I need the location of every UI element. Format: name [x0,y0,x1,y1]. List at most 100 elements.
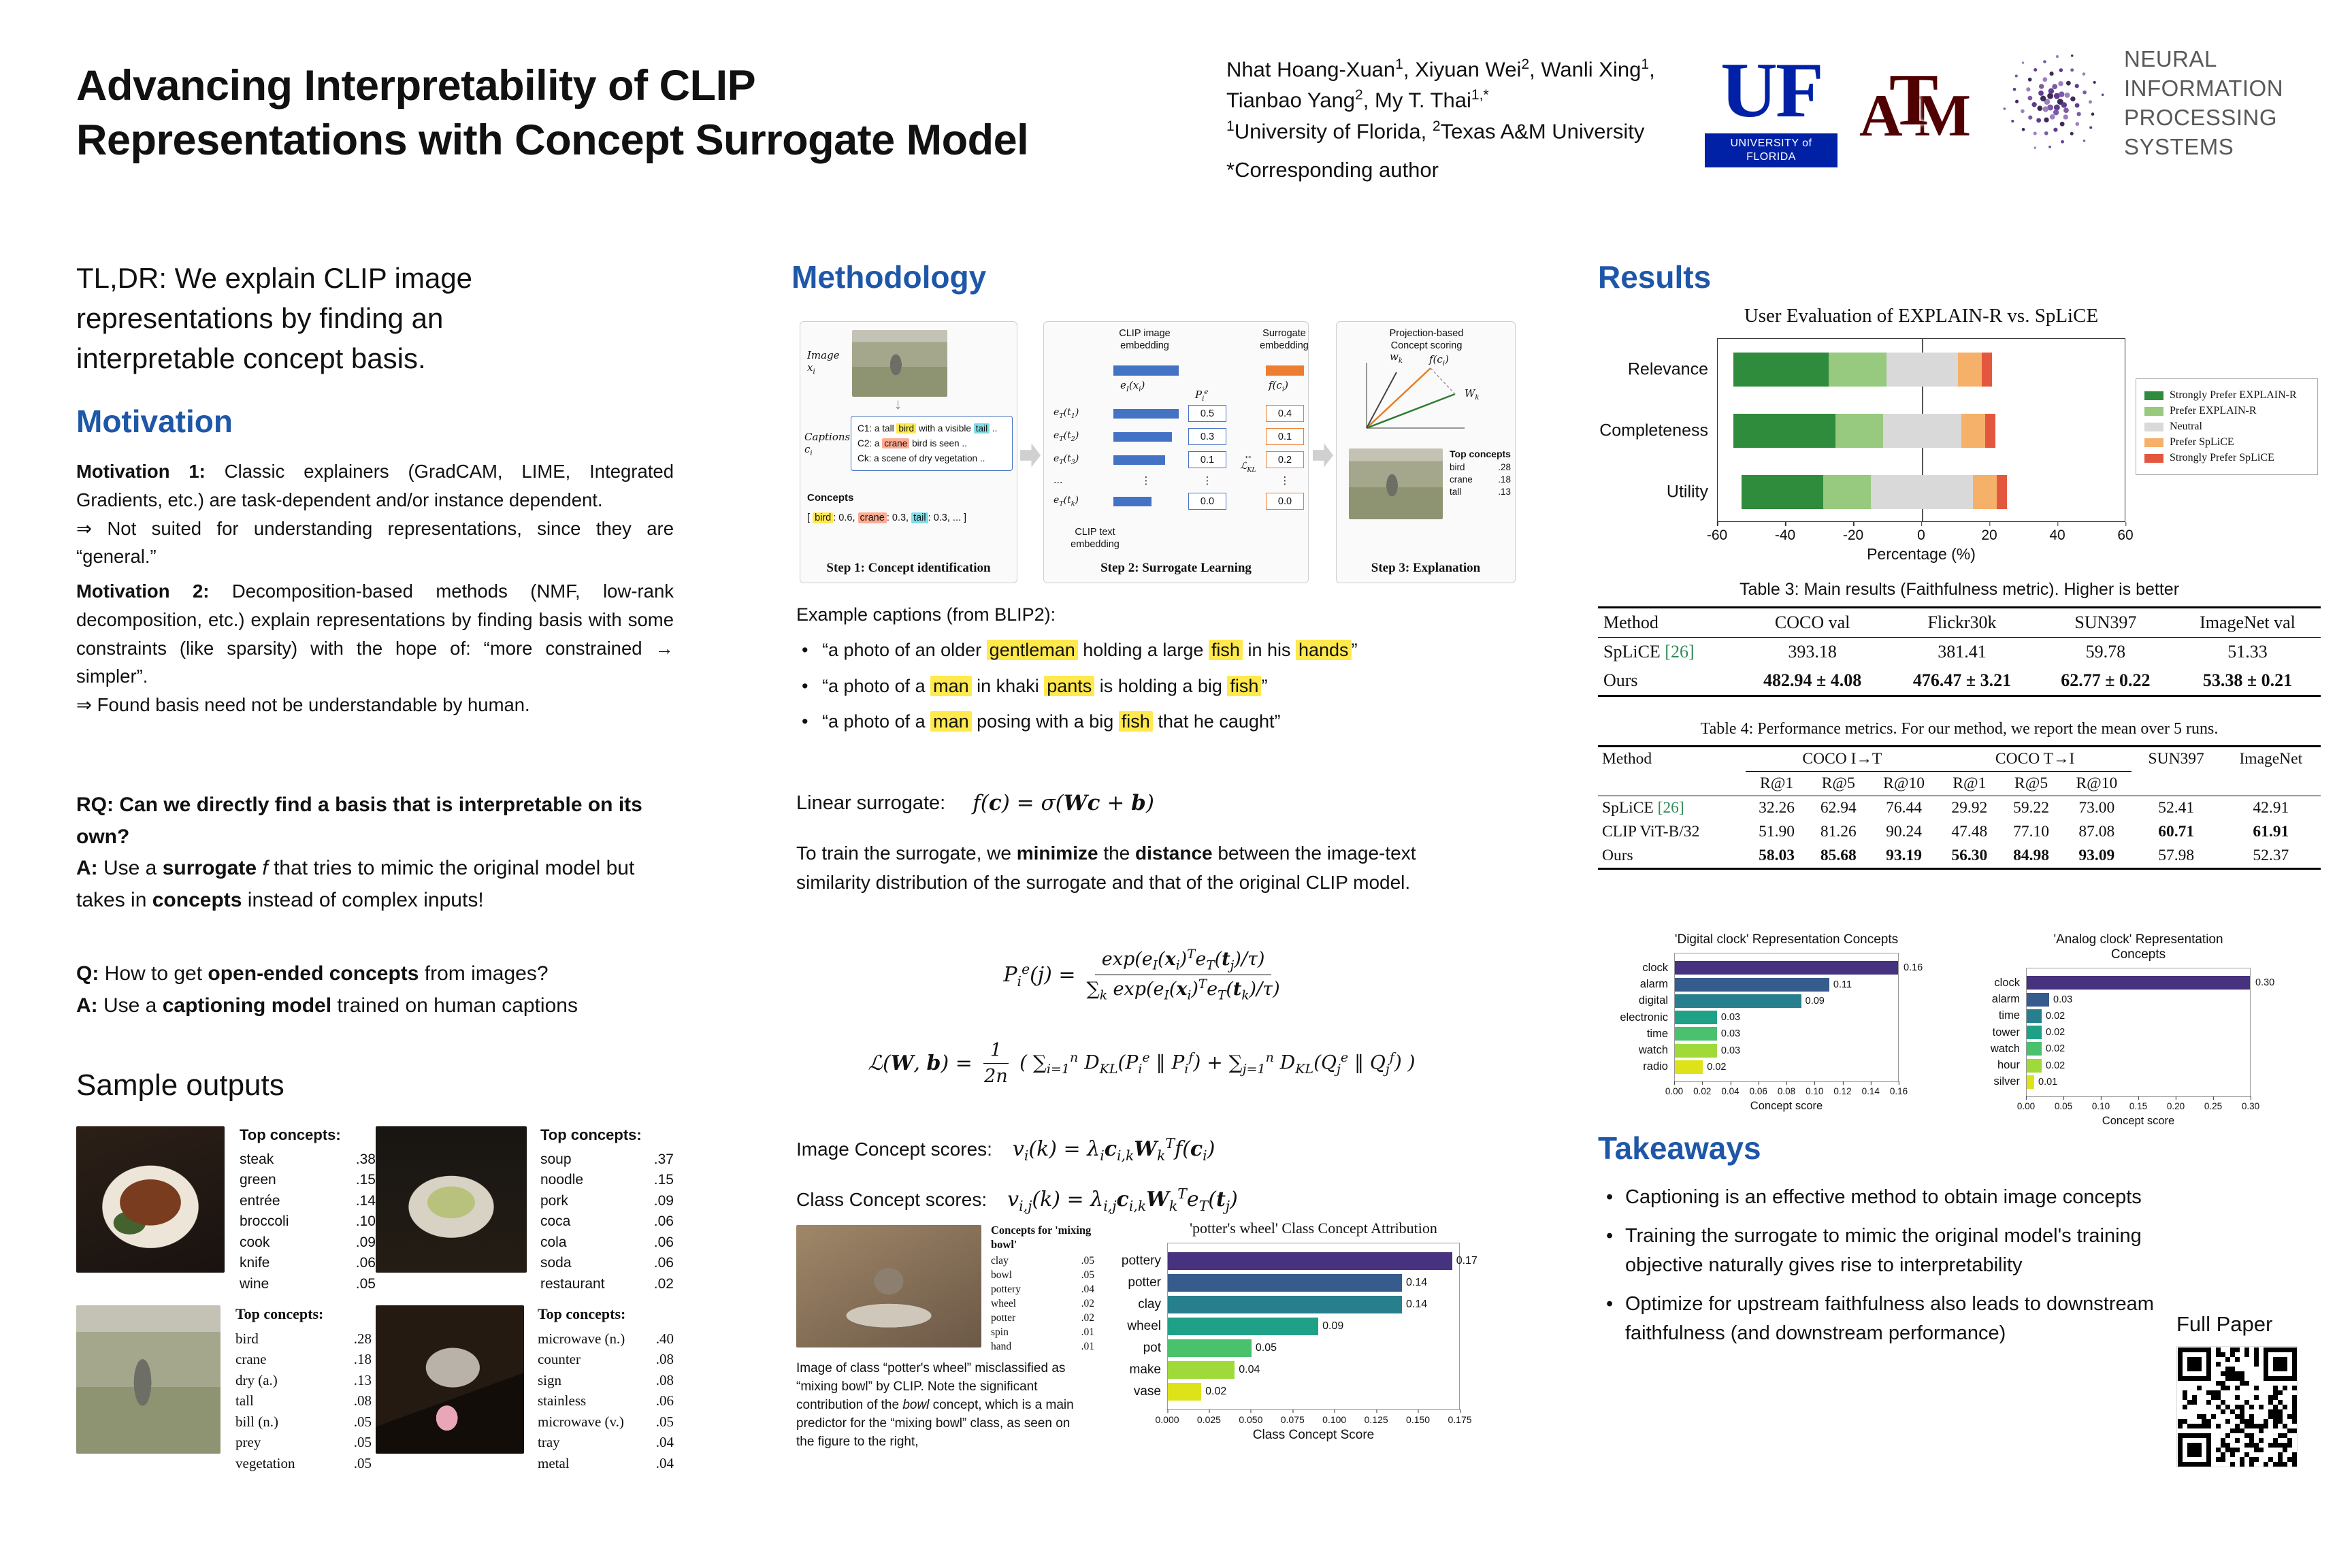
value-cell: 87.08 [2078,823,2115,840]
bar [1168,1296,1402,1313]
bar-value-label: 0.01 [2038,1076,2058,1088]
corresponding-author-note: *Corresponding author [1226,157,1439,182]
bar-category-label: hour [1997,1059,2020,1071]
value-cell: 58.03 [1759,847,1795,864]
method-cell: CLIP ViT-B/32 [1602,823,1700,840]
bird-photo [852,330,947,397]
step2-similarity-grid: eT(t1) 0.5 0.4 eT(t2) 0.3 0.1 eT(t3) 0.1 0.2... ⋮… [1054,405,1304,510]
bar-row: radio 0.02 [1643,1060,1898,1074]
bar-value-label: 0.03 [1720,1012,1741,1023]
concept-row: coca .06 [540,1213,674,1230]
class-concept-scores-label: Class Concept scores: [796,1189,987,1210]
bar [1168,1383,1202,1401]
x-tick-label: -20 [1842,522,1864,543]
pe-value-cell: 0.1 [1188,451,1226,468]
vector-label: Wk [1465,387,1480,402]
value-cell: 85.68 [1820,847,1857,864]
pf-value-cell: 0.4 [1266,405,1304,422]
concept-list-soup: Top concepts: soup .37 noodle .15 pork .09 coc… [540,1126,674,1294]
pe-distribution-label: Pie [1195,389,1209,403]
bar-category-label: clock [1642,961,1668,974]
text-embedding-bar [1113,455,1179,465]
y-category-label: Utility [1666,482,1708,502]
concept-list-microwave: Top concepts: microwave (n.) .40 counter .0… [538,1305,674,1473]
legend-label: Prefer SpLiCE [2170,436,2234,448]
step3-top-concepts: Top concepts bird .28 crane .18 tall .13 [1450,448,1511,499]
value-cell: 76.44 [1886,799,1923,817]
table-subheader-cell: R@1 [1760,774,1794,792]
table-header-cell: Flickr30k [1927,612,1997,632]
value-cell: 53.38 ± 0.21 [2202,670,2293,690]
step1-footer: Step 1: Concept identification [826,561,991,575]
concept-row: cook .09 [240,1234,376,1250]
bar-category-label: clay [1138,1297,1161,1311]
bar-segment [1961,414,1985,448]
neurips-text-line-2: PROCESSING SYSTEMS [2124,105,2278,159]
sample-outputs-heading: Sample outputs [76,1068,284,1102]
x-tick-label: 0.000 [1155,1409,1179,1425]
example-captions-header: Example captions (from BLIP2): [796,604,1056,625]
linear-surrogate-formula: f(c) = σ(Wc + b) [973,791,1154,815]
bar-category-label: alarm [1991,993,2020,1005]
x-axis-label: Class Concept Score [1252,1428,1375,1442]
bar-row: time 0.03 [1647,1027,1898,1041]
bar-value-label: 0.16 [1904,962,1923,974]
legend-color-chip [2144,406,2163,416]
bar [1168,1361,1235,1379]
concept-list-items: soup .37 noodle .15 pork .09 coca .06 cola .06 sod… [540,1149,674,1294]
diagram-step2-panel: CLIP image embedding eI(xi) Surrogate em… [1043,321,1309,583]
table3-table: Method COCO val Flickr30k SUN397 ImageNet va… [1598,606,2321,697]
value-cell: 482.94 ± 4.08 [1763,670,1862,690]
x-tick-label: 0.10 [2091,1096,2110,1111]
takeaway-item: Training the surrogate to mimic the orig… [1601,1222,2166,1280]
x-tick-label: 0.10 [1806,1081,1824,1096]
table-header-cell: Method [1603,612,1659,632]
takeaway-item: Captioning is an effective method to obt… [1601,1183,2166,1212]
similarity-distribution-formula: Pie(j) = exp(eI(xi)TeT(tj)/τ) ∑k exp(eI(… [796,947,1487,1003]
concept-list-items: steak .38 green .15 entrée .14 broccoli .10 cook… [240,1149,376,1294]
x-axis-label: Concept score [1750,1100,1823,1112]
potter-figure-caption: Image of class “potter's wheel” misclass… [796,1361,1074,1449]
methodology-heading: Methodology [791,259,987,295]
bar [2027,1026,2042,1039]
table-subheader-cell: R@5 [1821,774,1855,792]
legend-label: Neutral [2170,421,2202,432]
fraction-numerator: exp(eI(xi)TeT(tj)/τ) [1094,947,1272,976]
vector-label: f(ci) [1429,353,1449,368]
value-cell: 476.47 ± 3.21 [1912,670,2012,690]
table4-section: Table 4: Performance metrics. For our me… [1598,720,2321,870]
bar-segment [1733,414,1835,448]
concept-row: knife .06 [240,1255,376,1271]
clip-image-embedding-bar [1113,365,1179,376]
uf-logo-subtitle: UNIVERSITY of FLORIDA [1705,133,1838,168]
value-cell: 62.94 [1820,799,1857,817]
class-concept-scores-formula: vi,j(k) = λi,jci,kWkTeT(tj) [1007,1186,1238,1214]
formula-fraction: 1 2n [983,1040,1009,1087]
bar-segment [1828,353,1886,387]
concept-row: entrée .14 [240,1192,376,1209]
bar-value-label: 0.03 [1720,1045,1741,1056]
table-group-header-row: Method COCO I→T COCO T→I SUN397 ImageNet [1598,746,2321,772]
bar-category-label: alarm [1639,978,1668,990]
table-subheader-cell: R@1 [1953,774,1987,792]
bar-category-label: watch [1638,1044,1668,1056]
bar-value-label: 0.03 [2053,994,2073,1005]
concept-list-items: bird .28 crane .18 tall .13 [1450,461,1511,499]
example-caption: “a photo of a man posing with a big fish… [796,708,1487,736]
value-cell: 81.26 [1820,823,1857,840]
bar-value-label: 0.02 [1707,1061,1727,1073]
example-caption: “a photo of a man in khaki pants is hold… [796,672,1487,700]
motivation-heading: Motivation [76,404,233,439]
x-tick-label: 0.08 [1777,1081,1796,1096]
fraction-numerator: 1 [983,1040,1009,1064]
uf-logo-letters: UF [1720,47,1824,134]
bar-category-label: silver [1993,1075,2020,1088]
pf-value-cell: 0.1 [1266,428,1304,445]
legend-label: Strongly Prefer EXPLAIN-R [2170,389,2297,401]
bar-value-label: 0.11 [1833,979,1852,990]
chart-plot-area: Relevance Completeness Utility [1599,338,2125,522]
concept-list-steak: Top concepts: steak .38 green .15 entrée .14 b… [240,1126,376,1294]
concept-list-title: Top concepts: [540,1126,642,1143]
bar [2027,1009,2042,1023]
takeaways-heading: Takeaways [1598,1130,1761,1166]
